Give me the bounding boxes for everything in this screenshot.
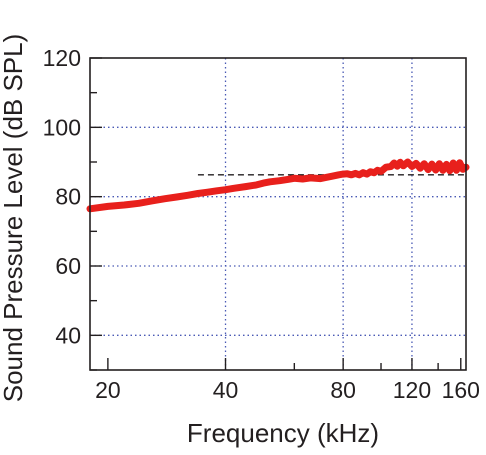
- grid-layer: [90, 58, 466, 370]
- tick-layer: [90, 57, 462, 371]
- x-tick-label-40: 40: [213, 377, 239, 403]
- y-axis-title: Sound Pressure Level (dB SPL): [0, 34, 28, 403]
- y-tick-label-80: 80: [55, 184, 81, 210]
- y-tick-label-60: 60: [55, 253, 81, 279]
- series-line-0: [86, 158, 470, 213]
- x-tick-label-20: 20: [95, 377, 121, 403]
- x-tick-label-120: 120: [393, 377, 431, 403]
- plot-frame: [89, 57, 467, 371]
- tick-label-layer: 20 40 80 120 160 40 60 80 100 120: [43, 45, 480, 403]
- series-layer: [86, 158, 470, 213]
- y-tick-label-100: 100: [43, 114, 81, 140]
- y-tick-label-120: 120: [43, 45, 81, 71]
- y-tick-label-40: 40: [55, 322, 81, 348]
- x-tick-label-160: 160: [442, 377, 480, 403]
- x-axis-title: Frequency (kHz): [187, 418, 379, 448]
- x-tick-label-80: 80: [330, 377, 356, 403]
